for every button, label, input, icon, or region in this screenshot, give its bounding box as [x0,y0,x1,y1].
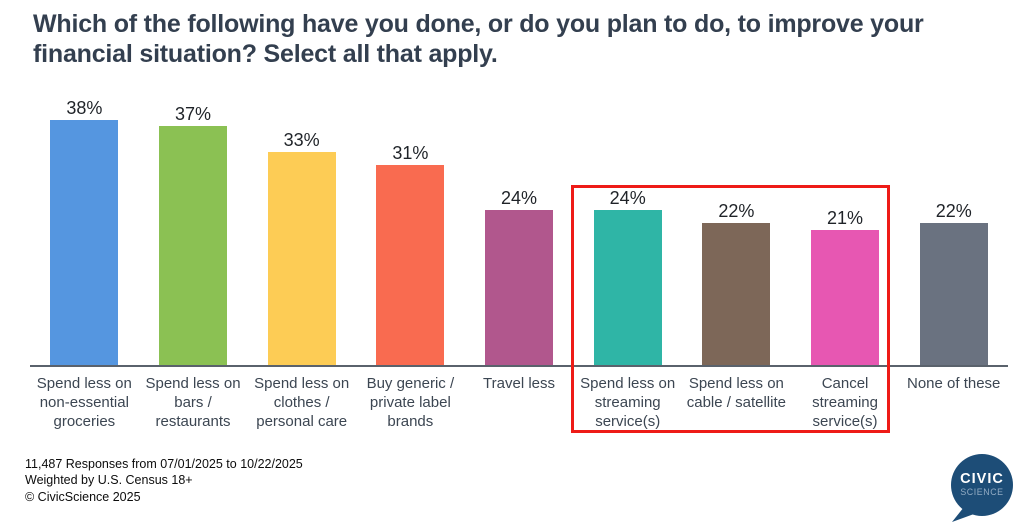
bar-column: 24% [573,188,682,365]
category-label: Spend less on cable / satellite [686,375,786,412]
logo-bubble-circle [951,454,1013,516]
bar [811,230,880,365]
category-labels-row: Spend less on non-essential groceries Spe… [30,367,1008,432]
category-label: None of these [907,375,1001,392]
copyright-note: © CivicScience 2025 [25,489,141,504]
bar [50,120,119,365]
category-label: Travel less [483,375,555,392]
bar-column: 21% [791,208,900,365]
bar [267,152,336,365]
bar-value-label: 22% [935,201,972,221]
bar-column: 33% [247,130,356,365]
category-label: Spend less on clothes / personal care [254,375,350,431]
bar [159,126,227,365]
bar-value-label: 38% [66,98,103,118]
category-label: Spend less on bars / restaurants [145,375,241,431]
category-label: Cancel streaming service(s) [812,375,878,431]
logo-text-civic: CIVIC [960,471,1004,487]
logo-text-science: SCIENCE [960,487,1003,497]
bar-value-label: 21% [827,208,864,228]
bar-column: 22% [899,201,1008,365]
bar-column: 22% [682,201,791,365]
bar-column: 38% [30,98,139,365]
bar-column: 24% [465,188,574,365]
category-label: Spend less on streaming service(s) [580,375,676,431]
bar [702,223,771,365]
bar-column: 31% [356,143,465,365]
category-label: Buy generic / private label brands [366,375,455,431]
speech-bubble-icon: CIVIC SCIENCE [951,454,1013,522]
chart-footnote: 11,487 Responses from 07/01/2025 to 10/2… [25,456,303,505]
bar-value-label: 24% [501,188,538,208]
responses-note: 11,487 Responses from 07/01/2025 to 10/2… [25,457,303,471]
weighting-note: Weighted by U.S. Census 18+ [25,473,193,488]
chart-title: Which of the following have you done, or… [33,10,924,68]
bar [919,223,988,365]
bars-row: 38% 37% 33% 31% 24% 24% 22% 21% 22% [30,98,1008,367]
bar [485,210,554,365]
bar-value-label: 24% [609,188,646,208]
civicscience-logo: CIVIC SCIENCE [943,452,1015,526]
bar [376,165,445,365]
bar-value-label: 31% [392,143,429,163]
bar-value-label: 37% [174,104,212,124]
bar-value-label: 22% [718,201,755,221]
bar [593,210,662,365]
logo-bubble-tail [952,507,974,522]
bar-chart: 38% 37% 33% 31% 24% 24% 22% 21% 22% Spend less o… [30,98,1008,433]
bar-value-label: 33% [283,130,320,150]
category-label: Spend less on non-essential groceries [36,375,132,431]
bar-column: 37% [139,104,248,365]
